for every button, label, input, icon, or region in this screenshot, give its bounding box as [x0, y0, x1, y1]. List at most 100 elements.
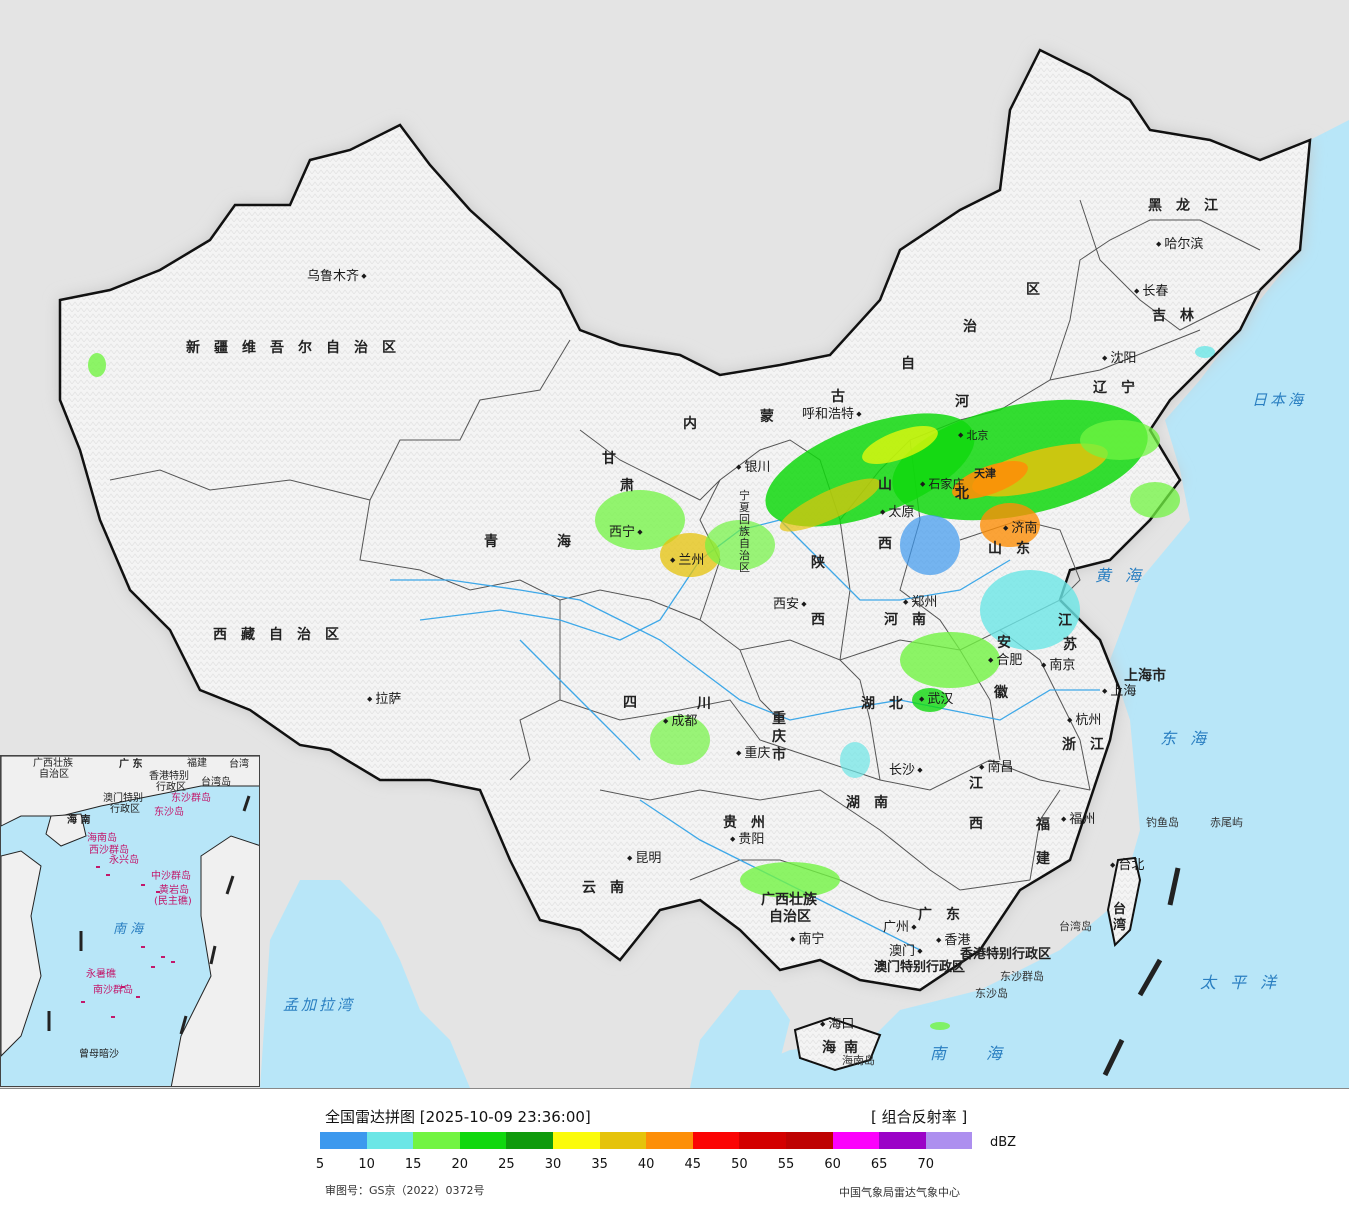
province-qinghai-hai: 海	[557, 534, 571, 550]
legend-color-bar	[320, 1132, 973, 1149]
province-macau: 澳门特别行政区	[874, 960, 966, 975]
legend-tick-label: 5	[315, 1157, 325, 1172]
province-heilongjiang: 黑龙江	[1148, 198, 1232, 214]
province-hunan: 湖南	[846, 795, 902, 811]
legend-title: 全国雷达拼图 [2025-10-09 23:36:00]	[325, 1108, 591, 1126]
agency-credit: 中国气象局雷达气象中心	[839, 1186, 960, 1199]
province-xizang: 西藏自治区	[213, 627, 353, 643]
province-chongqing: 重庆市	[772, 711, 786, 763]
province-hongkong: 香港特别行政区	[960, 947, 1052, 962]
province-fujian-jian: 建	[1036, 851, 1050, 867]
legend-swatch	[506, 1132, 553, 1149]
island-taiwan-island: 台湾岛	[1059, 920, 1092, 933]
province-sichuan-si: 四	[623, 695, 637, 711]
city-xian: 西安	[773, 598, 807, 611]
province-shandong: 山东	[988, 541, 1044, 557]
legend-unit: dBZ	[990, 1135, 1017, 1150]
city-hefei: 合肥	[988, 654, 1022, 667]
legend-swatch	[366, 1132, 414, 1149]
inset-dongsha: 东沙群岛	[171, 793, 211, 804]
inset-hk2: 行政区	[156, 782, 186, 793]
city-wuhan: 武汉	[919, 693, 953, 706]
inset-xisha: 西沙群岛	[89, 845, 129, 856]
province-gansu-gan: 甘	[602, 451, 616, 467]
province-guangxi-1: 广西壮族	[761, 892, 817, 908]
province-taiwan: 台湾	[1113, 902, 1127, 933]
legend-swatch	[832, 1132, 880, 1149]
province-anhui-an: 安	[997, 635, 1011, 651]
sea-east: 东海	[1160, 729, 1221, 748]
radar-map: 新疆维吾尔自治区 西藏自治区 青 海 甘 肃 四 川 云南 内 蒙 古 自 治 …	[0, 0, 1349, 1088]
city-fuzhou: 福州	[1061, 813, 1095, 826]
inset-hk: 香港特别	[149, 771, 189, 782]
legend-swatch	[459, 1132, 507, 1149]
province-tianjin: 天津	[974, 467, 996, 480]
city-hongkong-c: 香港	[936, 934, 970, 947]
province-shaanxi-shan: 陕	[811, 555, 825, 571]
island-chiwei: 赤尾屿	[1210, 816, 1243, 829]
inset-macau2: 行政区	[110, 804, 140, 815]
inset-zhongsha: 中沙群岛	[151, 871, 191, 882]
legend-swatch	[599, 1132, 647, 1149]
province-neimenggu-zhi: 治	[963, 319, 977, 335]
province-anhui-hui: 徽	[994, 685, 1008, 701]
island-dongsha-dao: 东沙岛	[975, 987, 1008, 1000]
inset-huangyan: 黄岩岛	[159, 885, 189, 896]
legend-tick-label: 55	[777, 1157, 795, 1172]
province-yunnan: 云南	[582, 880, 638, 896]
legend-tick-label: 70	[917, 1157, 935, 1172]
province-fujian-fu: 福	[1036, 817, 1050, 833]
city-zhengzhou: 郑州	[903, 596, 937, 609]
city-xining: 西宁	[609, 526, 643, 539]
legend-tick-label: 30	[544, 1157, 562, 1172]
inset-minzhu: (民主礁)	[154, 896, 192, 907]
province-zhejiang: 浙江	[1062, 737, 1118, 753]
inset-guangxi: 广西壮族	[33, 758, 73, 769]
inset-hainan-dao: 海南岛	[87, 833, 117, 844]
legend-product: [ 组合反射率 ]	[871, 1108, 968, 1126]
city-guiyang: 贵阳	[730, 833, 764, 846]
province-neimenggu-qu: 区	[1026, 282, 1040, 298]
province-shaanxi-xi: 西	[811, 612, 825, 628]
legend-tick-label: 25	[498, 1157, 515, 1172]
city-taiyuan: 太原	[880, 506, 914, 519]
legend-tick-label: 20	[451, 1157, 469, 1172]
inset-dongsha-dao: 东沙岛	[154, 807, 184, 818]
sea-areas	[260, 120, 1349, 1088]
city-jinan: 济南	[1003, 522, 1037, 535]
legend-swatch	[552, 1132, 600, 1149]
legend-swatch	[320, 1132, 367, 1149]
island-diaoyu: 钓鱼岛	[1146, 816, 1179, 829]
province-jilin: 吉林	[1152, 308, 1208, 324]
city-shanghai-c: 上海	[1102, 685, 1136, 698]
province-hebei-he: 河	[955, 394, 969, 410]
city-kunming: 昆明	[627, 852, 661, 865]
south-china-sea-inset: 广西壮族 自治区 广 东 福建 台湾 香港特别 行政区 澳门特别 行政区 台湾岛…	[0, 755, 260, 1087]
province-shanxi-xi: 西	[878, 536, 892, 552]
province-borders	[109, 199, 1261, 911]
legend-swatch	[646, 1132, 693, 1149]
map-basemap	[58, 48, 1349, 1088]
legend-tick-label: 10	[358, 1157, 375, 1172]
city-beijing: 北京	[958, 430, 988, 441]
legend-tick-label: 40	[637, 1157, 655, 1172]
city-haikou: 海口	[820, 1018, 854, 1031]
legend-panel: 全国雷达拼图 [2025-10-09 23:36:00] [ 组合反射率 ] 5…	[0, 1088, 1349, 1208]
inset-hainan: 海 南	[67, 815, 91, 826]
legend-tick-label: 65	[870, 1157, 888, 1172]
city-urumqi: 乌鲁木齐	[307, 270, 367, 283]
inset-zengmu: 曾母暗沙	[79, 1049, 119, 1060]
inset-sea-label: 南 海	[113, 922, 144, 937]
sea-yellow: 黄海	[1095, 566, 1156, 585]
city-hangzhou: 杭州	[1067, 714, 1101, 727]
province-shanxi-shan: 山	[878, 477, 892, 493]
province-henan: 河南	[884, 612, 940, 628]
legend-swatch	[879, 1132, 926, 1149]
sea-japan: 日本海	[1252, 391, 1307, 409]
city-chongqing-c: 重庆	[736, 747, 770, 760]
legend-swatch	[692, 1132, 740, 1149]
province-guangxi-2: 自治区	[769, 909, 811, 925]
approval-number: 审图号：GS京（2022）0372号	[325, 1184, 485, 1197]
province-neimenggu-zi: 自	[901, 356, 915, 372]
city-yinchuan: 银川	[736, 461, 770, 474]
